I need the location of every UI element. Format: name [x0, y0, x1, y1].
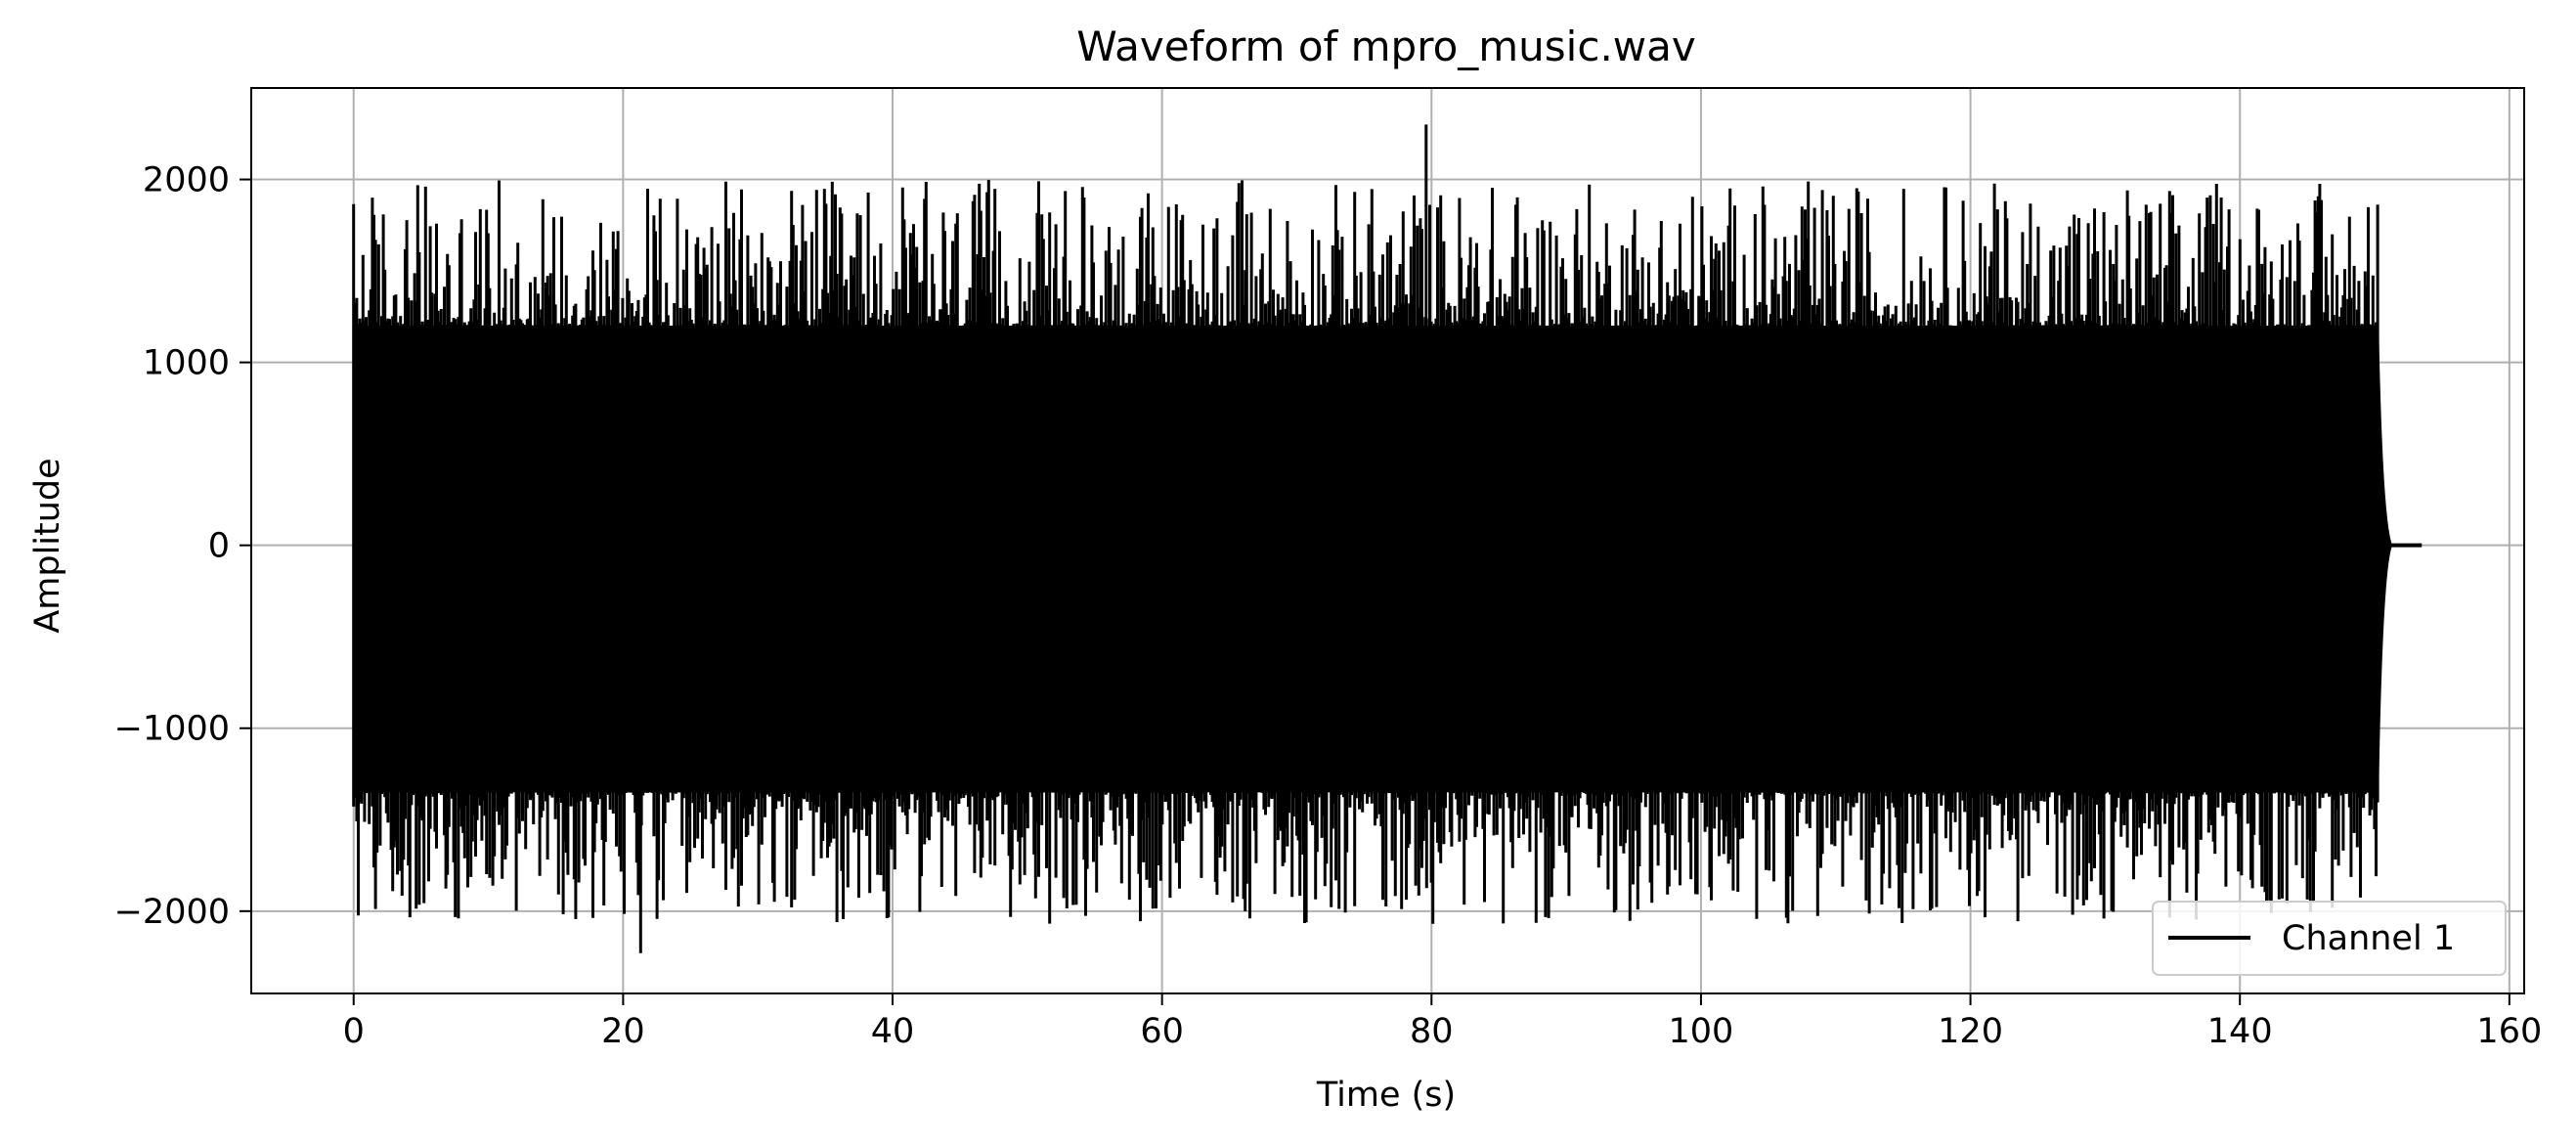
waveform-spikes	[352, 124, 2380, 953]
x-tick-label: 0	[343, 1012, 365, 1051]
y-tick-label: 0	[208, 527, 230, 566]
x-tick-label: 40	[871, 1012, 915, 1051]
legend-label-channel-1: Channel 1	[2282, 919, 2455, 958]
y-axis-label: Amplitude	[28, 458, 67, 633]
x-tick-label: 160	[2476, 1012, 2542, 1051]
x-tick-label: 140	[2207, 1012, 2273, 1051]
y-tick-label: −2000	[114, 893, 230, 932]
channel-1-waveform	[352, 124, 2423, 953]
y-tick-label: 2000	[143, 161, 230, 200]
x-tick-label: 100	[1669, 1012, 1734, 1051]
legend: Channel 1	[2152, 901, 2507, 976]
x-tick-label: 120	[1938, 1012, 2003, 1051]
x-axis-label: Time (s)	[1316, 1076, 1456, 1115]
x-tick-label: 60	[1140, 1012, 1184, 1051]
y-tick-label: 1000	[143, 344, 230, 383]
x-tick-label: 80	[1410, 1012, 1454, 1051]
waveform-decay	[2379, 326, 2393, 793]
legend-box	[2152, 901, 2507, 976]
plot-frame	[250, 87, 2525, 994]
x-tick-label: 20	[601, 1012, 645, 1051]
axis-ticks: 0 20 40 60 80 100 120 140 160 −2000 −1000 0 1000 2000	[114, 161, 2543, 1051]
chart-title: Waveform of mpro_music.wav	[1076, 22, 1695, 70]
y-tick-label: −1000	[114, 710, 230, 749]
